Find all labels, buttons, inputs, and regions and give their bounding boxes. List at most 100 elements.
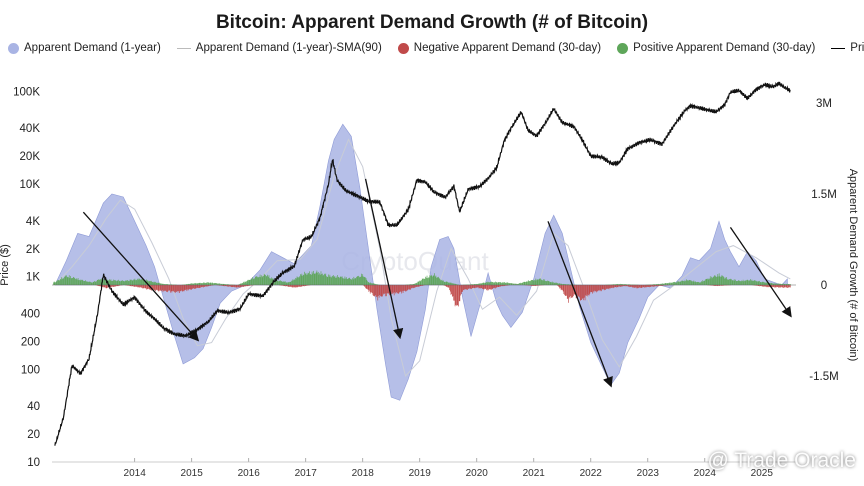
negative-demand-bar: [659, 285, 660, 286]
positive-demand-bar: [737, 280, 738, 285]
negative-demand-bar: [191, 285, 193, 290]
left-tick-label: 2K: [26, 244, 40, 256]
negative-demand-bar: [207, 285, 208, 287]
negative-demand-bar: [383, 285, 385, 294]
positive-demand-bar: [340, 276, 342, 285]
positive-demand-bar: [614, 284, 616, 285]
positive-demand-bar: [685, 281, 686, 285]
negative-demand-bar: [501, 285, 502, 287]
negative-demand-bar: [778, 285, 780, 288]
positive-demand-bar: [122, 280, 124, 285]
positive-demand-bar: [557, 283, 559, 285]
legend-item-price[interactable]: Price: [831, 42, 864, 54]
negative-demand-bar: [158, 285, 160, 292]
positive-demand-bar: [159, 283, 160, 285]
positive-demand-bar: [167, 284, 169, 285]
left-tick-label: 100K: [13, 86, 40, 98]
positive-demand-bar: [267, 276, 269, 285]
positive-demand-bar: [64, 276, 66, 285]
positive-demand-bar: [69, 278, 71, 285]
positive-demand-bar: [723, 277, 725, 285]
positive-demand-bar: [563, 283, 565, 285]
positive-demand-bar: [244, 281, 246, 285]
positive-demand-bar: [196, 283, 197, 285]
negative-demand-bar: [147, 285, 149, 290]
negative-demand-bar: [163, 285, 165, 292]
negative-demand-bar: [603, 285, 604, 290]
negative-demand-bar: [194, 285, 195, 289]
legend-item-demand-sma[interactable]: Apparent Demand (1-year)-SMA(90): [176, 42, 382, 54]
negative-demand-bar: [609, 285, 611, 289]
positive-demand-bar: [332, 275, 334, 285]
positive-demand-bar: [413, 284, 415, 285]
positive-demand-bar: [163, 284, 164, 285]
positive-demand-bar: [258, 276, 260, 285]
positive-demand-bar: [312, 273, 314, 285]
positive-demand-bar: [759, 282, 761, 285]
negative-demand-bar: [503, 285, 504, 286]
positive-demand-bar: [141, 279, 143, 285]
legend-item-demand-1y[interactable]: Apparent Demand (1-year): [8, 42, 161, 54]
negative-demand-bar: [567, 285, 569, 299]
positive-demand-bar: [730, 278, 732, 285]
positive-demand-bar: [104, 279, 106, 285]
positive-demand-bar: [452, 283, 454, 285]
negative-demand-bar: [99, 285, 101, 287]
positive-demand-bar: [686, 280, 688, 285]
legend-item-positive[interactable]: Positive Apparent Demand (30-day): [617, 42, 815, 54]
negative-demand-bar: [638, 285, 640, 288]
negative-demand-bar: [202, 285, 203, 287]
negative-demand-bar: [235, 285, 236, 288]
negative-demand-bar: [784, 285, 786, 288]
positive-demand-bar: [430, 274, 432, 285]
positive-demand-bar: [339, 278, 340, 285]
legend-item-negative[interactable]: Negative Apparent Demand (30-day): [397, 42, 601, 54]
positive-demand-bar: [502, 281, 504, 285]
negative-demand-bar: [404, 285, 406, 291]
negative-demand-bar: [471, 285, 472, 290]
positive-demand-bar: [74, 278, 76, 285]
positive-demand-bar: [417, 282, 418, 285]
positive-demand-bar: [496, 282, 498, 285]
negative-demand-bar: [222, 285, 224, 286]
negative-demand-bar: [455, 285, 457, 305]
positive-demand-bar: [525, 282, 527, 285]
positive-demand-bar: [376, 284, 377, 285]
negative-demand-bar: [97, 285, 99, 286]
negative-demand-bar: [381, 285, 383, 297]
positive-demand-bar: [625, 284, 626, 285]
negative-demand-bar: [385, 285, 387, 294]
positive-demand-bar: [531, 279, 533, 285]
positive-demand-bar: [283, 281, 285, 285]
positive-demand-bar: [707, 279, 709, 285]
negative-demand-bar: [408, 285, 410, 290]
positive-demand-bar: [712, 277, 714, 285]
negative-demand-bar: [388, 285, 390, 294]
positive-demand-bar: [254, 278, 255, 285]
negative-demand-bar: [116, 285, 117, 287]
positive-demand-bar: [659, 284, 660, 285]
negative-demand-bar: [410, 285, 412, 289]
negative-demand-bar: [202, 285, 204, 288]
negative-demand-bar: [449, 285, 450, 291]
positive-demand-bar: [134, 278, 136, 285]
positive-demand-bar: [198, 283, 199, 285]
negative-demand-bar: [416, 285, 418, 287]
positive-demand-bar: [757, 281, 758, 285]
negative-demand-bar: [387, 285, 389, 294]
positive-demand-bar: [278, 280, 280, 285]
positive-demand-bar: [117, 280, 119, 285]
positive-demand-bar: [125, 280, 127, 285]
chart-title: Bitcoin: Apparent Demand Growth (# of Bi…: [215, 12, 649, 33]
negative-demand-bar: [378, 285, 379, 296]
positive-demand-bar: [371, 283, 372, 285]
positive-demand-bar: [479, 283, 481, 285]
negative-demand-bar: [293, 285, 295, 288]
positive-demand-bar: [703, 281, 704, 285]
negative-demand-bar: [499, 285, 500, 287]
negative-demand-bar: [780, 285, 782, 288]
negative-demand-bar: [453, 285, 455, 301]
positive-demand-bar: [53, 282, 54, 285]
negative-demand-bar: [220, 285, 222, 286]
positive-demand-bar: [197, 283, 199, 285]
